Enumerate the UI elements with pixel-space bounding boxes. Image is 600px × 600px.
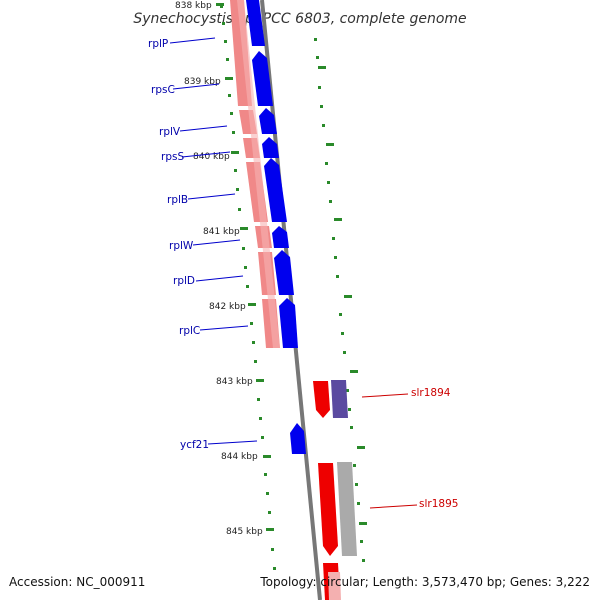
tick-label-844: 844 kbp [221, 452, 258, 462]
gene-arrow-slr1894 [313, 381, 330, 418]
gene-arrow-slr1895 [318, 463, 338, 556]
gene-arrow-rplV [259, 108, 277, 134]
gene-arrow-rplB [264, 158, 287, 222]
right-scale-dots [314, 38, 365, 562]
rna-arrow-slr1895 [337, 462, 357, 556]
tick-label-839: 839 kbp [184, 77, 221, 87]
tick-label-843: 843 kbp [216, 377, 253, 387]
tick-label-842: 842 kbp [209, 302, 246, 312]
rna-arrow-slr1894 [331, 380, 348, 418]
gene-label-rplD: rplD [173, 275, 195, 287]
gene-label-slr1895: slr1895 [419, 498, 458, 510]
gene-arrow-next-light [328, 572, 341, 600]
tick-label-840: 840 kbp [193, 152, 230, 162]
gene-arrow-rplD [274, 250, 294, 295]
salmon-track [230, 0, 280, 348]
tick-label-845: 845 kbp [226, 527, 263, 537]
gene-arrow-rplW [272, 226, 289, 248]
gene-arrow-rpsC [252, 51, 273, 106]
gene-label-rpsC: rpsC [151, 84, 175, 96]
left-major-ticks [216, 3, 274, 531]
gene-label-rplP: rplP [148, 38, 168, 50]
right-major-ticks [318, 66, 367, 525]
gene-label-rpsS: rpsS [161, 151, 184, 163]
gene-label-slr1894: slr1894 [411, 387, 451, 399]
left-scale-dots [220, 5, 276, 570]
tick-label-838: 838 kbp [175, 1, 212, 11]
gene-arrow-rplC [279, 298, 298, 348]
gene-label-rplB: rplB [167, 194, 188, 206]
accession-text: Accession: NC_000911 [9, 575, 145, 589]
gene-leader-lines [169, 37, 258, 445]
gene-arrow-rplP [246, 0, 265, 46]
gene-label-rplV: rplV [159, 126, 181, 138]
topology-text: Topology: circular; Length: 3,573,470 bp… [259, 575, 590, 589]
genome-title: Synechocystis sp. PCC 6803, complete gen… [133, 11, 466, 27]
blue-gene-arrows [246, 0, 306, 454]
gene-arrow-ycf21 [290, 423, 306, 454]
gene-label-ycf21: ycf21 [180, 439, 209, 451]
gene-label-rplC: rplC [179, 325, 200, 337]
right-strand-arrows [313, 380, 357, 600]
salmon-highlight [237, 0, 280, 348]
tick-label-841: 841 kbp [203, 227, 240, 237]
gene-arrow-rpsS [262, 137, 279, 158]
gene-label-rplW: rplW [169, 240, 194, 252]
gene-leader-lines-red [361, 393, 418, 509]
